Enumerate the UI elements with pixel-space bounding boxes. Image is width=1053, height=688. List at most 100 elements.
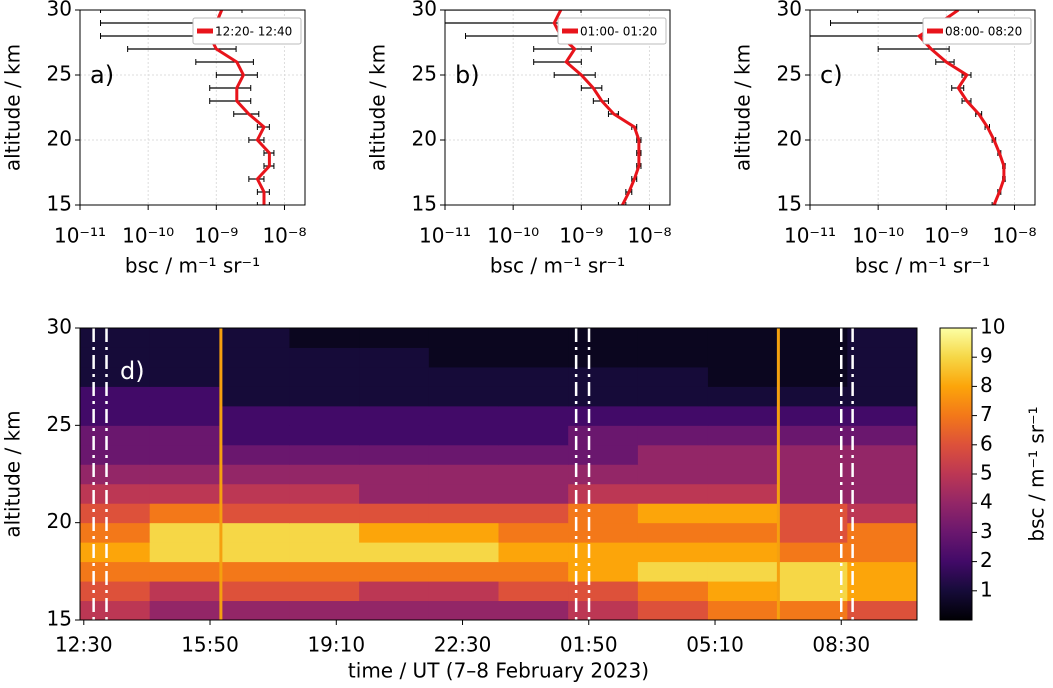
panel-label: d): [120, 357, 145, 385]
heatmap-cell: [149, 542, 220, 563]
x-axis-label: bsc / m⁻¹ sr⁻¹: [125, 254, 260, 278]
heatmap-cell: [289, 425, 360, 446]
heatmap-cell: [428, 366, 499, 387]
y-tick-label: 30: [47, 315, 72, 339]
heatmap-cell: [219, 561, 290, 582]
legend-box: [922, 17, 1032, 45]
heatmap-cell: [80, 581, 151, 602]
heatmap-cell: [568, 386, 639, 407]
colorbar-tick-label: 6: [980, 431, 993, 455]
heatmap-cell: [498, 600, 569, 621]
heatmap-cell: [428, 522, 499, 543]
colorbar-tick-label: 1: [980, 577, 993, 601]
heatmap-cell: [498, 483, 569, 504]
heatmap-cell: [707, 347, 779, 368]
legend-box: [557, 17, 667, 45]
y-tick-label: 25: [47, 412, 72, 436]
x-tick-label: 22:30: [434, 633, 492, 657]
heatmap-cell: [219, 347, 290, 368]
heatmap-cell: [777, 581, 848, 602]
heatmap-cell: [707, 464, 779, 485]
heatmap-cell: [149, 522, 220, 543]
heatmap-cell: [80, 347, 151, 368]
heatmap-cell: [847, 464, 918, 485]
axes-frame: [79, 327, 918, 621]
heatmap-cell: [498, 503, 569, 524]
heatmap-cell: [847, 561, 918, 582]
heatmap-cell: [637, 561, 709, 582]
heatmap-cell: [428, 328, 499, 348]
heatmap-cell: [149, 483, 220, 504]
heatmap-cell: [637, 328, 709, 348]
panel-label: b): [455, 61, 480, 89]
heatmap-cell: [219, 386, 290, 407]
heatmap-cell: [289, 386, 360, 407]
x-tick-label: 08:30: [812, 633, 870, 657]
x-tick-label: 10⁻⁹: [194, 224, 238, 248]
y-axis-label: altitude / km: [731, 44, 755, 171]
heatmap-cell: [498, 464, 569, 485]
heatmap-cell: [637, 581, 709, 602]
heatmap-cell: [568, 444, 639, 465]
axes-frame: [809, 9, 1036, 206]
heatmap-cell: [777, 542, 848, 563]
heatmap-cell: [359, 366, 430, 387]
heatmap-cell: [707, 425, 779, 446]
heatmap-cell: [359, 328, 430, 348]
heatmap-cell: [637, 444, 709, 465]
heatmap-cell: [428, 581, 499, 602]
y-axis-label: altitude / km: [1, 44, 25, 171]
x-tick-label: 10⁻⁸: [992, 224, 1036, 248]
heatmap-cell: [428, 405, 499, 426]
y-tick-label: 30: [777, 0, 802, 21]
heatmap-cell: [359, 464, 430, 485]
y-tick-label: 20: [47, 509, 72, 533]
heatmap-cell: [568, 425, 639, 446]
heatmap-cell: [498, 444, 569, 465]
heatmap-cell: [80, 444, 151, 465]
heatmap-cell: [637, 503, 709, 524]
heatmap-cell: [777, 600, 848, 621]
heatmap-cell: [149, 581, 220, 602]
x-tick-label: 10⁻⁸: [627, 224, 671, 248]
heatmap-cell: [777, 347, 848, 368]
heatmap-cell: [428, 600, 499, 621]
x-tick-label: 10⁻¹¹: [784, 224, 836, 248]
colorbar-label: bsc / m⁻¹ sr⁻¹: [1025, 406, 1049, 541]
heatmap-cell: [707, 328, 779, 348]
heatmap-cell: [777, 483, 848, 504]
heatmap-cell: [149, 503, 220, 524]
heatmap-cell: [707, 405, 779, 426]
heatmap-cell: [637, 522, 709, 543]
heatmap-cell: [847, 366, 918, 387]
heatmap-cell: [777, 405, 848, 426]
heatmap-cell: [80, 600, 151, 621]
y-axis-label: altitude / km: [1, 410, 25, 537]
heatmap-cell: [149, 405, 220, 426]
panel-label: c): [820, 61, 843, 89]
heatmap-cell: [847, 483, 918, 504]
heatmap-cell: [498, 347, 569, 368]
heatmap-cell: [289, 522, 360, 543]
heatmap-cell: [847, 425, 918, 446]
x-tick-label: 10⁻⁹: [924, 224, 968, 248]
heatmap-cell: [498, 522, 569, 543]
heatmap-cell: [568, 522, 639, 543]
heatmap-cell: [80, 366, 151, 387]
heatmap-cell: [777, 503, 848, 524]
x-tick-label: 10⁻¹⁰: [122, 224, 174, 248]
heatmap-cell: [777, 522, 848, 543]
heatmap-cell: [80, 522, 151, 543]
heatmap-cell: [568, 366, 639, 387]
heatmap-cell: [428, 503, 499, 524]
heatmap-cell: [777, 386, 848, 407]
heatmap-cell: [219, 522, 290, 543]
heatmap-cell: [777, 328, 848, 348]
heatmap-cell: [568, 542, 639, 563]
heatmap-cell: [428, 464, 499, 485]
heatmap-cell: [498, 542, 569, 563]
x-tick-label: 19:10: [307, 633, 365, 657]
x-tick-label: 10⁻¹⁰: [487, 224, 539, 248]
heatmap-cell: [359, 425, 430, 446]
heatmap-cell: [568, 405, 639, 426]
